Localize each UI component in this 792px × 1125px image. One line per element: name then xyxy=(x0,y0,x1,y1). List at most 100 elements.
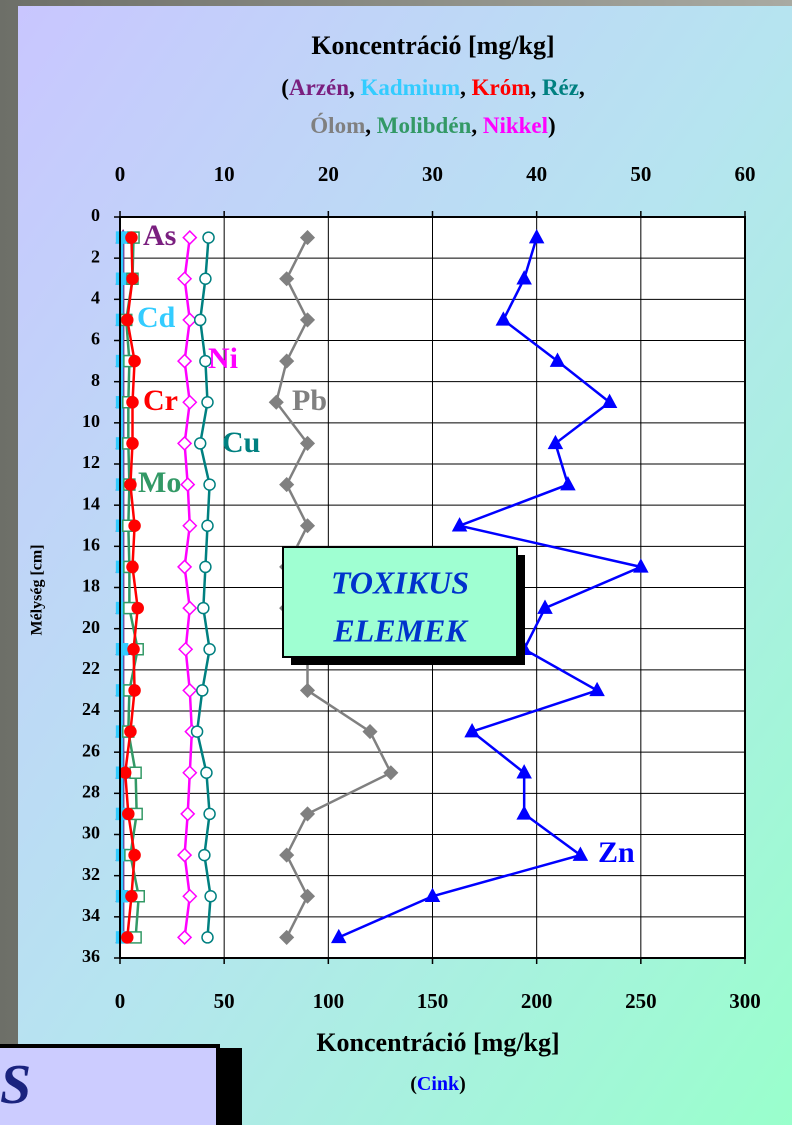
point xyxy=(182,312,198,328)
y-tick-label: 32 xyxy=(82,864,100,884)
y-tick-label: 36 xyxy=(82,946,100,966)
point xyxy=(451,517,468,532)
point xyxy=(299,888,316,904)
point xyxy=(124,725,137,738)
point xyxy=(537,599,553,614)
series-label: Zn xyxy=(598,836,635,869)
point xyxy=(182,765,198,781)
point xyxy=(177,353,193,369)
subtitle-part: Cink xyxy=(417,1073,460,1095)
point xyxy=(131,601,144,615)
point xyxy=(182,600,198,616)
y-tick-label: 2 xyxy=(91,246,100,266)
point xyxy=(203,807,216,821)
point xyxy=(199,272,212,285)
point xyxy=(177,271,193,287)
point xyxy=(182,394,198,410)
point xyxy=(182,682,198,698)
point xyxy=(125,890,138,903)
point xyxy=(121,931,134,944)
point xyxy=(201,396,214,409)
point xyxy=(201,519,214,532)
y-tick-label: 14 xyxy=(82,493,100,513)
x2-tick-label: 100 xyxy=(313,989,345,1013)
subtitle-part: Réz xyxy=(542,75,579,100)
point xyxy=(177,435,193,451)
x-tick-label: 60 xyxy=(735,162,756,186)
point xyxy=(128,848,141,862)
y-tick-label: 16 xyxy=(82,534,100,554)
y-tick-label: 22 xyxy=(82,658,100,678)
point xyxy=(601,393,618,408)
point xyxy=(547,434,564,450)
point xyxy=(202,231,215,244)
x2-tick-label: 50 xyxy=(214,989,235,1013)
subtitle-part: ) xyxy=(548,113,556,138)
point xyxy=(268,394,284,410)
point xyxy=(279,847,295,863)
series-label: Cd xyxy=(137,301,176,334)
point xyxy=(127,643,140,656)
point xyxy=(177,929,193,945)
point xyxy=(199,354,212,368)
point xyxy=(180,806,196,822)
subtitle-part: , xyxy=(349,75,361,100)
subtitle-part: , xyxy=(530,75,542,100)
subtitle-part: Kadmium xyxy=(360,75,460,100)
x-tick-label: 0 xyxy=(115,162,126,186)
subtitle-part: ) xyxy=(459,1073,466,1095)
corner-box xyxy=(0,1044,220,1125)
y-tick-label: 4 xyxy=(91,287,100,307)
subtitle-part: ( xyxy=(410,1073,417,1095)
point xyxy=(115,643,129,656)
point xyxy=(330,928,347,944)
point xyxy=(299,312,316,328)
point xyxy=(126,437,139,450)
subtitle-part: Króm xyxy=(472,75,531,100)
subtitle-part: ( xyxy=(281,75,289,100)
point xyxy=(528,229,545,244)
point xyxy=(128,519,141,532)
y-tick-label: 34 xyxy=(82,905,100,925)
series-label: Mo xyxy=(138,466,181,499)
point xyxy=(126,272,139,285)
subtitle-part: Molibdén xyxy=(377,113,472,138)
series-line xyxy=(123,237,139,938)
y-tick-label: 10 xyxy=(82,411,100,431)
point xyxy=(126,560,139,574)
point xyxy=(199,560,212,574)
point xyxy=(560,476,576,491)
point xyxy=(279,929,295,945)
point xyxy=(495,311,512,326)
x-tick-label: 20 xyxy=(318,162,339,186)
point xyxy=(299,682,316,698)
point xyxy=(516,764,532,779)
y-tick-label: 28 xyxy=(82,781,100,801)
x2-tick-label: 0 xyxy=(115,989,126,1013)
x2-tick-label: 300 xyxy=(729,989,761,1013)
x-tick-label: 30 xyxy=(422,162,443,186)
point xyxy=(362,724,378,740)
x2-tick-label: 200 xyxy=(521,989,553,1013)
subtitle-line: Ólom, Molibdén, Nikkel) xyxy=(310,112,555,138)
series-label: Cu xyxy=(222,426,260,459)
point xyxy=(177,847,193,863)
point xyxy=(121,313,134,327)
point xyxy=(279,353,295,369)
point xyxy=(190,725,204,738)
point xyxy=(177,559,193,575)
series-label: Pb xyxy=(292,384,327,417)
y-tick-label: 20 xyxy=(82,617,100,637)
y-tick-label: 18 xyxy=(82,576,100,596)
subtitle-part: Arzén xyxy=(289,75,349,100)
series-label: Ni xyxy=(208,342,238,375)
series-label: Cr xyxy=(143,384,178,417)
x2-axis-subtitle: (Cink) xyxy=(410,1073,466,1095)
x2-tick-label: 250 xyxy=(625,989,657,1013)
subtitle-part: , xyxy=(460,75,472,100)
point xyxy=(299,230,316,246)
y-tick-label: 0 xyxy=(91,205,100,225)
subtitle-part: Ólom xyxy=(310,112,365,138)
point xyxy=(128,684,141,697)
